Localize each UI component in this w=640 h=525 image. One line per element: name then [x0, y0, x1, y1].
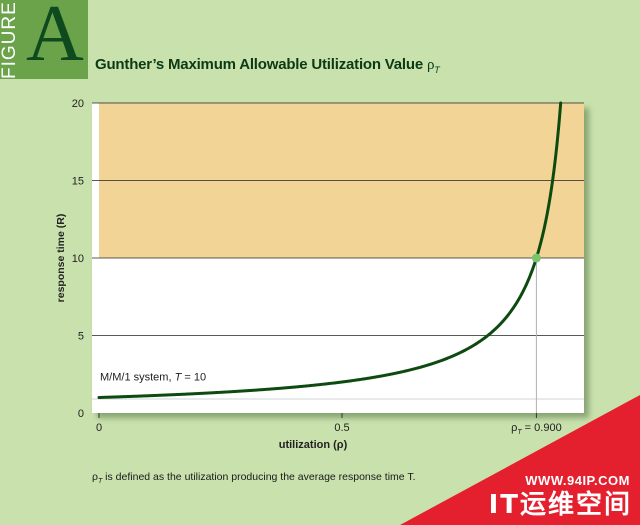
- watermark-url: WWW.94IP.COM: [525, 473, 630, 488]
- figure-letter: A: [26, 0, 84, 78]
- footnote-text: is defined as the utilization producing …: [102, 471, 416, 483]
- y-tick-label-0: 0: [78, 408, 84, 420]
- chart-title-sub: T: [434, 65, 440, 75]
- y-tick-label-20: 20: [72, 98, 84, 110]
- chart-title-symbol: ρ: [426, 57, 435, 73]
- watermark: WWW.94IP.COM IT运维空间: [400, 395, 640, 525]
- y-tick-label-5: 5: [78, 331, 84, 343]
- highlight-point: [531, 253, 541, 263]
- footnote-sub: T: [97, 478, 103, 486]
- footnote-symbol: ρ: [92, 471, 98, 483]
- y-tick-label-15: 15: [72, 176, 84, 188]
- chart-title: Gunther’s Maximum Allowable Utilization …: [95, 56, 440, 75]
- response-curve: [97, 101, 563, 399]
- annotation-text: M/M/1 system, T = 10: [100, 372, 206, 384]
- watermark-triangle: [400, 395, 640, 525]
- footnote: ρT is defined as the utilization produci…: [92, 471, 416, 485]
- y-axis-label: response time (R): [55, 214, 67, 303]
- watermark-text: IT运维空间: [488, 490, 632, 520]
- x-tick-label-0.5: 0.5: [334, 422, 349, 434]
- chart-title-text: Gunther’s Maximum Allowable Utilization …: [95, 56, 427, 73]
- y-tick-label-10: 10: [72, 253, 84, 265]
- x-tick-label-0: 0: [96, 422, 102, 434]
- figure-badge: FIGURE A: [0, 0, 88, 79]
- x-axis-label: utilization (ρ): [279, 439, 348, 451]
